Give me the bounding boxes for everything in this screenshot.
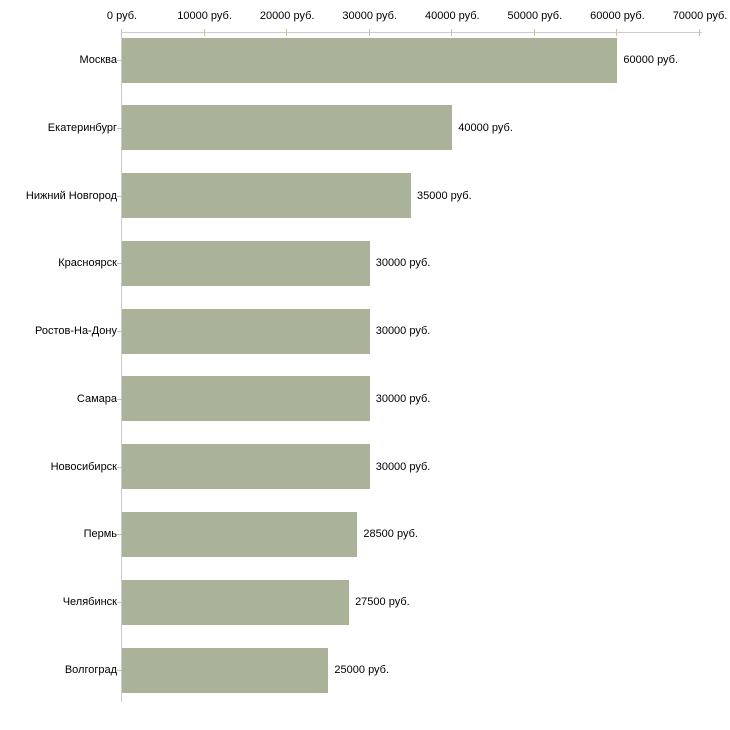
bar: [122, 579, 350, 625]
bar: [122, 173, 411, 219]
value-label: 30000 руб.: [375, 257, 431, 270]
x-tick-mark: [203, 29, 205, 36]
bar: [122, 37, 618, 83]
category-label: Новосибирск: [50, 460, 117, 473]
value-label: 60000 руб.: [623, 54, 679, 66]
category-tick-mark: [117, 331, 122, 333]
x-tick-label: 70000 руб.: [672, 10, 728, 22]
x-tick-mark: [533, 29, 535, 36]
y-axis-line: [121, 32, 122, 702]
value-label: 35000 руб.: [417, 189, 472, 202]
x-tick-mark: [699, 29, 700, 36]
x-tick-label: 10000 руб.: [177, 10, 232, 22]
category-tick-mark: [117, 534, 122, 536]
category-tick-mark: [117, 195, 122, 197]
category-label: Москва: [79, 54, 117, 66]
bar: [122, 308, 370, 354]
category-tick-mark: [117, 466, 122, 468]
x-tick-mark: [616, 29, 618, 36]
value-label: 30000 руб.: [375, 392, 431, 405]
value-label: 40000 руб.: [458, 121, 513, 134]
x-tick-label: 40000 руб.: [424, 10, 480, 22]
x-tick-mark: [121, 29, 122, 36]
category-label: Волгоград: [64, 664, 117, 677]
category-label: Красноярск: [58, 257, 117, 270]
bar: [122, 105, 453, 151]
category-tick-mark: [117, 602, 122, 604]
category-label: Челябинск: [62, 596, 117, 609]
x-tick-label: 20000 руб.: [259, 10, 315, 22]
bar: [122, 444, 370, 490]
bar: [122, 511, 358, 557]
x-tick-mark: [451, 29, 453, 36]
value-label: 28500 руб.: [363, 528, 418, 541]
category-label: Екатеринбург: [47, 121, 117, 134]
bar: [122, 376, 370, 422]
x-tick-label: 0 руб.: [106, 10, 138, 22]
value-label: 30000 руб.: [375, 460, 431, 473]
category-tick-mark: [117, 263, 122, 265]
value-label: 25000 руб.: [334, 664, 390, 677]
value-label: 30000 руб.: [375, 325, 431, 338]
x-tick-mark: [286, 29, 288, 36]
x-tick-mark: [368, 29, 370, 36]
category-label: Нижний Новгород: [25, 189, 117, 202]
category-label: Пермь: [83, 528, 117, 541]
bar: [122, 240, 370, 286]
x-tick-label: 50000 руб.: [507, 10, 563, 22]
category-tick-mark: [117, 60, 122, 61]
category-tick-mark: [117, 670, 122, 672]
category-tick-mark: [117, 398, 122, 400]
category-tick-mark: [117, 127, 122, 129]
value-label: 27500 руб.: [355, 596, 410, 609]
bar: [122, 647, 329, 693]
category-label: Ростов-На-Дону: [34, 325, 117, 338]
x-tick-label: 30000 руб.: [342, 10, 398, 22]
x-axis-line: [122, 32, 702, 33]
category-label: Самара: [76, 392, 117, 405]
x-tick-label: 60000 руб.: [590, 10, 645, 22]
